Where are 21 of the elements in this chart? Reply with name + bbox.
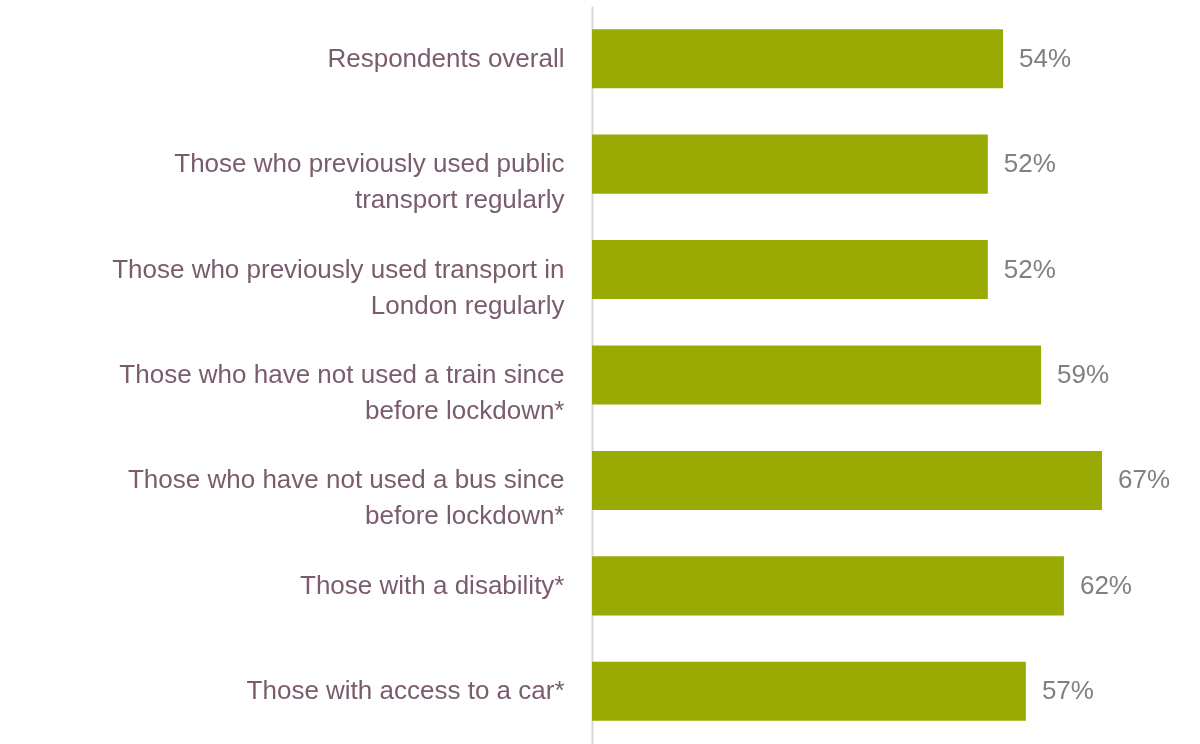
y-tick-label: Those who have not used a bus since before lockdown* [127,464,565,531]
data-label: 59% [1057,359,1110,389]
data-label: 52% [1003,148,1056,179]
bar [592,29,1004,89]
y-tick-label: Those who have not used a train since before lockdown* [119,359,565,425]
y-tick-label: Those who previously used public transport regularly [174,148,565,215]
y-tick-label: Those with access to a car* [246,675,565,706]
y-tick-label: Those who previously used transport in London regularly [112,253,565,320]
bar [592,450,1102,510]
data-label: 67% [1118,464,1171,495]
bar [592,345,1042,405]
data-label: 62% [1079,569,1132,600]
bar [592,134,988,194]
bar [592,661,1026,721]
bar [592,240,988,300]
bar [592,556,1064,616]
data-label: 54% [1019,42,1072,73]
y-tick-label: Those with a disability* [300,569,565,600]
data-label: 52% [1003,253,1056,284]
y-tick-label: Respondents overall [327,42,565,73]
data-label: 57% [1041,675,1094,706]
